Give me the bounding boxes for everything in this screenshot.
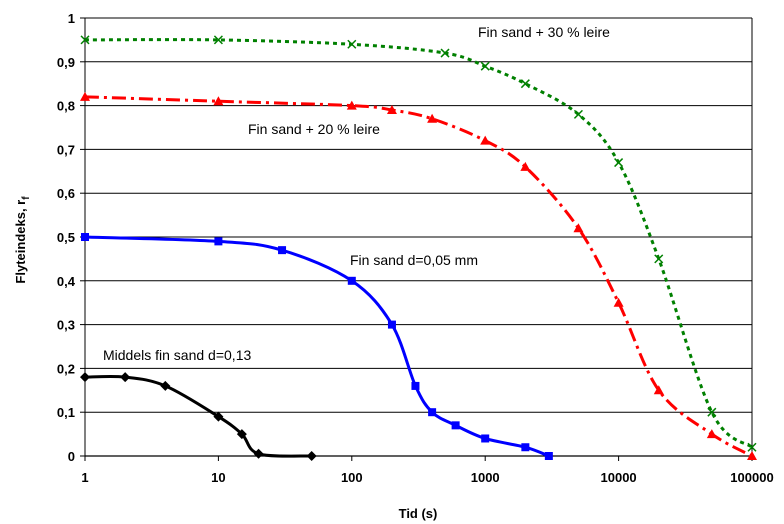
- data-point: [613, 297, 624, 307]
- data-point: [520, 79, 530, 89]
- data-point: [80, 35, 90, 45]
- data-point: [706, 429, 717, 439]
- series-line: [84, 235, 550, 458]
- data-point: [451, 421, 460, 430]
- y-axis-title-main: Flyteindeks, r: [13, 200, 28, 284]
- y-tick-label: 0,4: [57, 274, 76, 289]
- series-label-fin-sand-20-leire: Fin sand + 20 % leire: [248, 121, 380, 137]
- data-point: [346, 100, 357, 110]
- data-point: [440, 48, 450, 58]
- labels-layer: Fin sand + 30 % leire Fin sand + 20 % le…: [103, 24, 610, 363]
- series-fin-sand-d-0-05-mm: [81, 233, 553, 460]
- data-point: [387, 320, 396, 329]
- y-tick-label: 0,6: [57, 186, 75, 201]
- data-point: [347, 276, 356, 285]
- series-middels-fin-sand-d-0-13: [80, 372, 317, 461]
- data-point: [306, 451, 317, 461]
- y-tick-label: 0,1: [57, 405, 75, 420]
- y-tick-label: 1: [68, 11, 75, 26]
- x-tick-label: 10000: [601, 470, 637, 485]
- y-tick-label: 0,5: [57, 230, 75, 245]
- data-point: [573, 109, 583, 119]
- x-tick-label: 100: [341, 470, 363, 485]
- y-tick-label: 0,8: [57, 99, 75, 114]
- series-layer: [80, 35, 757, 461]
- data-point: [573, 223, 584, 233]
- data-point: [747, 442, 757, 452]
- data-point: [386, 104, 397, 114]
- axes-layer: 0 0,1 0,2 0,3 0,4 0,5 0,6 0,7 0,8 0,9 1 1 10 100 1000 1…: [57, 11, 774, 485]
- series-line: [84, 95, 753, 458]
- data-point: [614, 158, 624, 168]
- series-line: [84, 38, 753, 449]
- data-point: [81, 233, 89, 241]
- x-axis-title: Tid (s): [399, 506, 438, 521]
- x-tick-label: 1000: [471, 470, 500, 485]
- data-point: [411, 381, 420, 390]
- data-point: [160, 380, 171, 391]
- data-point: [654, 254, 664, 264]
- y-axis-title-subscript: f: [21, 196, 32, 200]
- data-point: [278, 246, 287, 255]
- data-point: [480, 61, 490, 71]
- y-axis-title: Flyteindeks, rf: [13, 196, 32, 284]
- series-fin-sand-30-leire: [80, 35, 757, 452]
- y-tick-label: 0: [68, 449, 75, 464]
- data-point: [80, 372, 90, 383]
- data-point: [214, 237, 223, 246]
- x-tick-label: 1: [81, 470, 88, 485]
- data-point: [653, 385, 664, 395]
- data-point: [480, 135, 491, 145]
- data-point: [427, 113, 438, 123]
- grid-layer: [85, 17, 752, 457]
- data-point: [520, 161, 531, 171]
- data-point: [213, 96, 224, 106]
- data-point: [236, 429, 247, 440]
- data-point: [707, 407, 717, 417]
- y-tick-label: 0,7: [57, 142, 75, 157]
- data-point: [347, 39, 357, 49]
- data-point: [521, 443, 530, 452]
- data-point: [120, 372, 131, 383]
- y-tick-label: 0,3: [57, 318, 75, 333]
- series-label-fin-sand-30-leire: Fin sand + 30 % leire: [478, 24, 610, 40]
- data-point: [428, 408, 437, 417]
- series-label-fin-sand-005: Fin sand d=0,05 mm: [350, 252, 478, 268]
- data-point: [544, 452, 553, 460]
- data-point: [253, 448, 264, 459]
- x-tick-label: 100000: [730, 470, 773, 485]
- data-point: [747, 451, 757, 460]
- y-tick-label: 0,2: [57, 361, 75, 376]
- data-point: [481, 434, 490, 443]
- data-point: [80, 91, 90, 101]
- y-tick-label: 0,9: [57, 55, 75, 70]
- data-point: [213, 35, 223, 45]
- x-tick-label: 10: [211, 470, 225, 485]
- series-fin-sand-20-leire: [80, 91, 757, 460]
- data-point: [213, 411, 224, 422]
- series-label-middels-fin-sand: Middels fin sand d=0,13: [103, 347, 251, 363]
- series-line: [84, 375, 312, 458]
- y-axis-title-group: Flyteindeks, rf: [13, 196, 32, 284]
